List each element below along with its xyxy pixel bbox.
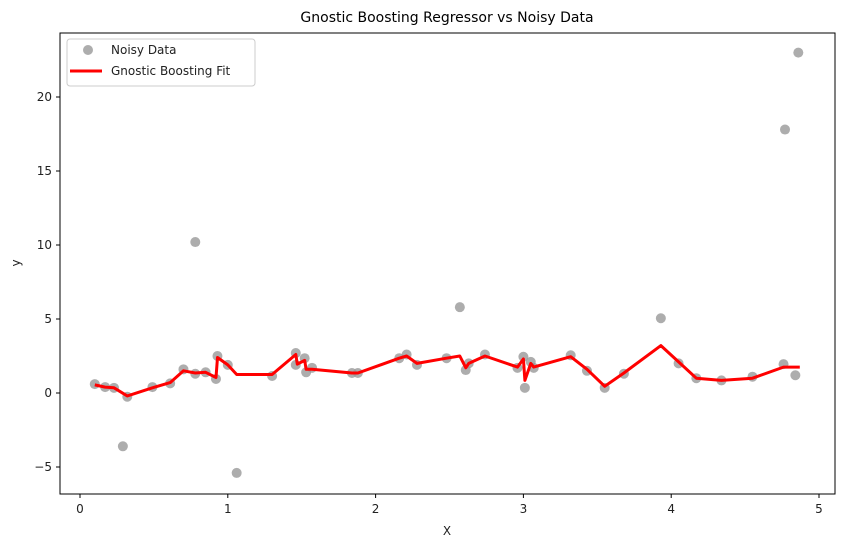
chart-title: Gnostic Boosting Regressor vs Noisy Data (300, 10, 593, 26)
y-tick-label: 15 (37, 164, 52, 178)
data-point (231, 467, 242, 478)
y-tick-label: 0 (44, 386, 52, 400)
plot-area (89, 47, 804, 478)
data-point (117, 441, 128, 452)
data-point (790, 370, 801, 381)
legend-box (66, 38, 256, 87)
legend: Noisy Data Gnostic Boosting Fit (66, 38, 256, 87)
x-tick-label: 2 (372, 502, 380, 516)
data-point (780, 124, 791, 135)
data-point (519, 382, 530, 393)
data-point (793, 47, 804, 58)
data-point (454, 302, 465, 313)
legend-label-noisy-data: Noisy Data (111, 43, 176, 57)
x-tick-label: 1 (224, 502, 232, 516)
fit-line (94, 344, 800, 398)
x-tick-label: 5 (815, 502, 823, 516)
y-axis: −5 0 5 10 15 20 (34, 90, 60, 474)
x-tick-label: 3 (520, 502, 528, 516)
y-axis-label: y (9, 259, 23, 266)
data-point (518, 351, 529, 362)
data-point (655, 313, 666, 324)
x-axis-label: X (443, 524, 451, 538)
y-tick-label: 10 (37, 238, 52, 252)
y-tick-label: 20 (37, 90, 52, 104)
line-series-gnostic-boosting-fit (94, 344, 800, 398)
x-axis: 0 1 2 3 4 5 (76, 494, 823, 516)
x-tick-label: 4 (667, 502, 675, 516)
y-tick-label: −5 (34, 460, 52, 474)
legend-marker-noisy-data (83, 45, 93, 55)
axes-frame (59, 32, 836, 495)
y-tick-label: 5 (44, 312, 52, 326)
legend-label-gnostic-boosting-fit: Gnostic Boosting Fit (111, 64, 231, 78)
x-tick-label: 0 (76, 502, 84, 516)
data-point (190, 237, 201, 248)
